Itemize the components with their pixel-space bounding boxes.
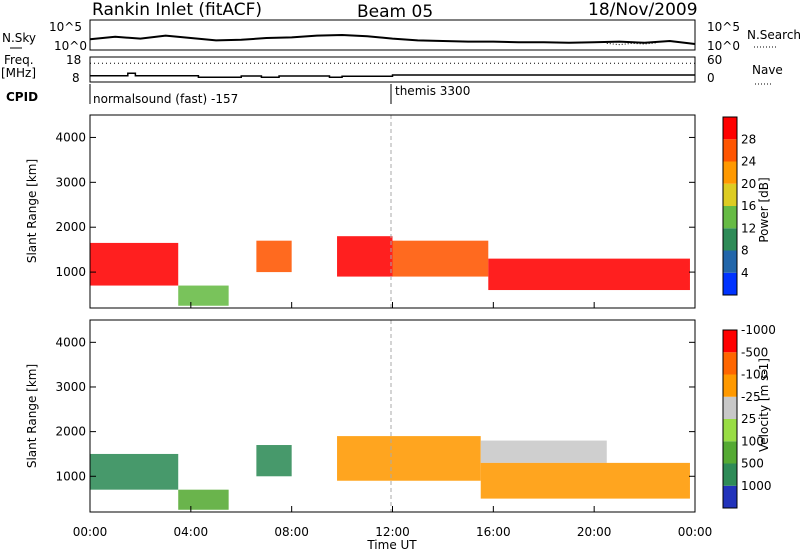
- freq-panel: 18 8 60 0: [66, 53, 722, 85]
- velocity-band-2: [256, 445, 291, 476]
- power-ytick-label-3: 4000: [55, 130, 86, 144]
- power-cbar-tick-5: 24: [741, 155, 756, 169]
- power-band-5: [488, 259, 690, 290]
- velocity-cbar-tick-3: 25: [741, 412, 756, 426]
- freq-tick-left-top: 18: [66, 53, 81, 67]
- power-colorbar-label: Power [dB]: [757, 177, 771, 242]
- beam-title: Beam 05: [357, 2, 433, 22]
- time-tick-label-1: 04:00: [174, 525, 209, 539]
- velocity-band-1: [178, 490, 228, 510]
- power-ytick-label-1: 2000: [55, 220, 86, 234]
- power-cbar-tick-3: 16: [741, 199, 756, 213]
- sky-noise-series: [90, 35, 695, 45]
- sky-tick-left-bottom: 10^0: [54, 39, 87, 53]
- power-band-4: [393, 241, 489, 277]
- power-cbar-seg-6: [723, 139, 737, 161]
- velocity-cbar-tick-7: -1000: [741, 323, 776, 337]
- station-title: Rankin Inlet (fitACF): [92, 0, 262, 20]
- velocity-ytick-label-0: 1000: [55, 469, 86, 483]
- mhz-label: [MHz]: [1, 66, 36, 80]
- power-cbar-tick-2: 12: [741, 221, 756, 235]
- power-band-2: [256, 241, 291, 272]
- velocity-band-5: [481, 463, 690, 499]
- radar-summary-figure: Rankin Inlet (fitACF) Beam 05 18/Nov/200…: [0, 0, 800, 554]
- velocity-band-0: [90, 454, 178, 490]
- time-tick-label-3: 12:00: [375, 525, 410, 539]
- freq-tick-left-bottom: 8: [72, 71, 80, 85]
- sky-tick-right-bottom: 10^0: [707, 39, 740, 53]
- cpid-row: normalsound (fast) -157 themis 3300: [90, 84, 470, 106]
- nave-label: Nave: [752, 63, 783, 77]
- velocity-x-ticks: 00:00 04:00 08:00 12:00 16:00 20:00 00:00: [73, 302, 713, 539]
- power-cbar-seg-2: [723, 228, 737, 250]
- velocity-cbar-seg-4: [723, 397, 737, 419]
- power-cbar-seg-7: [723, 117, 737, 139]
- freq-series-line: [90, 73, 695, 77]
- velocity-panel: 1000 2000 3000 4000 00:00 04:00 08:00 12:00 16:…: [25, 302, 776, 552]
- nave-tick-right-top: 60: [707, 53, 722, 67]
- power-band-0: [90, 243, 178, 286]
- time-tick-label-4: 16:00: [476, 525, 511, 539]
- power-ytick-label-0: 1000: [55, 265, 86, 279]
- velocity-cbar-tick-0: 1000: [741, 479, 772, 493]
- velocity-data-layer: [90, 436, 690, 510]
- power-cbar-seg-5: [723, 162, 737, 184]
- power-cbar-tick-1: 8: [741, 244, 749, 258]
- velocity-band-4: [481, 441, 607, 463]
- cpid-segment-label-1: themis 3300: [395, 84, 470, 98]
- time-tick-label-6: 00:00: [678, 525, 713, 539]
- date-title: 18/Nov/2009: [588, 0, 698, 20]
- velocity-ytick-label-1: 2000: [55, 425, 86, 439]
- sky-tick-right-top: 10^5: [707, 20, 740, 34]
- power-cbar-tick-0: 4: [741, 266, 749, 280]
- sky-noise-panel: 10^5 10^0 10^5 10^0: [49, 20, 740, 53]
- velocity-ytick-label-3: 4000: [55, 335, 86, 349]
- velocity-cbar-seg-3: [723, 419, 737, 441]
- nsearch-label: N.Search: [747, 28, 800, 42]
- power-cbar-seg-1: [723, 251, 737, 273]
- power-cbar-tick-6: 28: [741, 132, 756, 146]
- time-tick-label-5: 20:00: [577, 525, 612, 539]
- velocity-cbar-seg-1: [723, 464, 737, 486]
- cpid-segment-label-0: normalsound (fast) -157: [93, 92, 238, 106]
- velocity-cbar-seg-6: [723, 352, 737, 374]
- power-cbar-seg-3: [723, 206, 737, 228]
- power-ylabel: Slant Range [km]: [25, 159, 39, 263]
- velocity-cbar-seg-7: [723, 330, 737, 352]
- power-cbar-seg-0: [723, 273, 737, 295]
- power-cbar-tick-4: 20: [741, 177, 756, 191]
- sky-tick-left-top: 10^5: [49, 20, 82, 34]
- velocity-band-3: [337, 436, 481, 481]
- velocity-cbar-seg-0: [723, 486, 737, 508]
- velocity-ylabel: Slant Range [km]: [25, 364, 39, 468]
- velocity-ytick-label-2: 3000: [55, 380, 86, 394]
- power-data-layer: [90, 236, 690, 306]
- freq-label: Freq.: [4, 53, 34, 67]
- nsky-label: N.Sky: [2, 31, 36, 45]
- velocity-cbar-seg-2: [723, 441, 737, 463]
- time-tick-label-2: 08:00: [274, 525, 309, 539]
- nave-tick-right-bottom: 0: [707, 71, 715, 85]
- velocity-cbar-tick-6: -500: [741, 345, 768, 359]
- power-band-3: [337, 236, 392, 276]
- cpid-label: CPID: [6, 90, 38, 104]
- sky-series-0: [90, 35, 695, 44]
- power-ytick-label-2: 3000: [55, 175, 86, 189]
- freq-frame: [90, 57, 695, 82]
- velocity-colorbar-label: Velocity [m s-1]: [757, 358, 771, 452]
- freq-nave-series: [90, 63, 695, 77]
- sky-noise-frame: [90, 20, 695, 50]
- power-cbar-seg-4: [723, 184, 737, 206]
- power-colorbar: 4 8 12 16 20 24 28: [723, 117, 756, 295]
- velocity-cbar-tick-1: 500: [741, 457, 764, 471]
- power-band-1: [178, 286, 228, 306]
- velocity-xlabel: Time UT: [366, 538, 417, 552]
- time-tick-label-0: 00:00: [73, 525, 108, 539]
- velocity-cbar-seg-5: [723, 375, 737, 397]
- power-panel: 1000 2000 3000 4000 Slant Range [km] 4 8 12 16…: [25, 115, 771, 308]
